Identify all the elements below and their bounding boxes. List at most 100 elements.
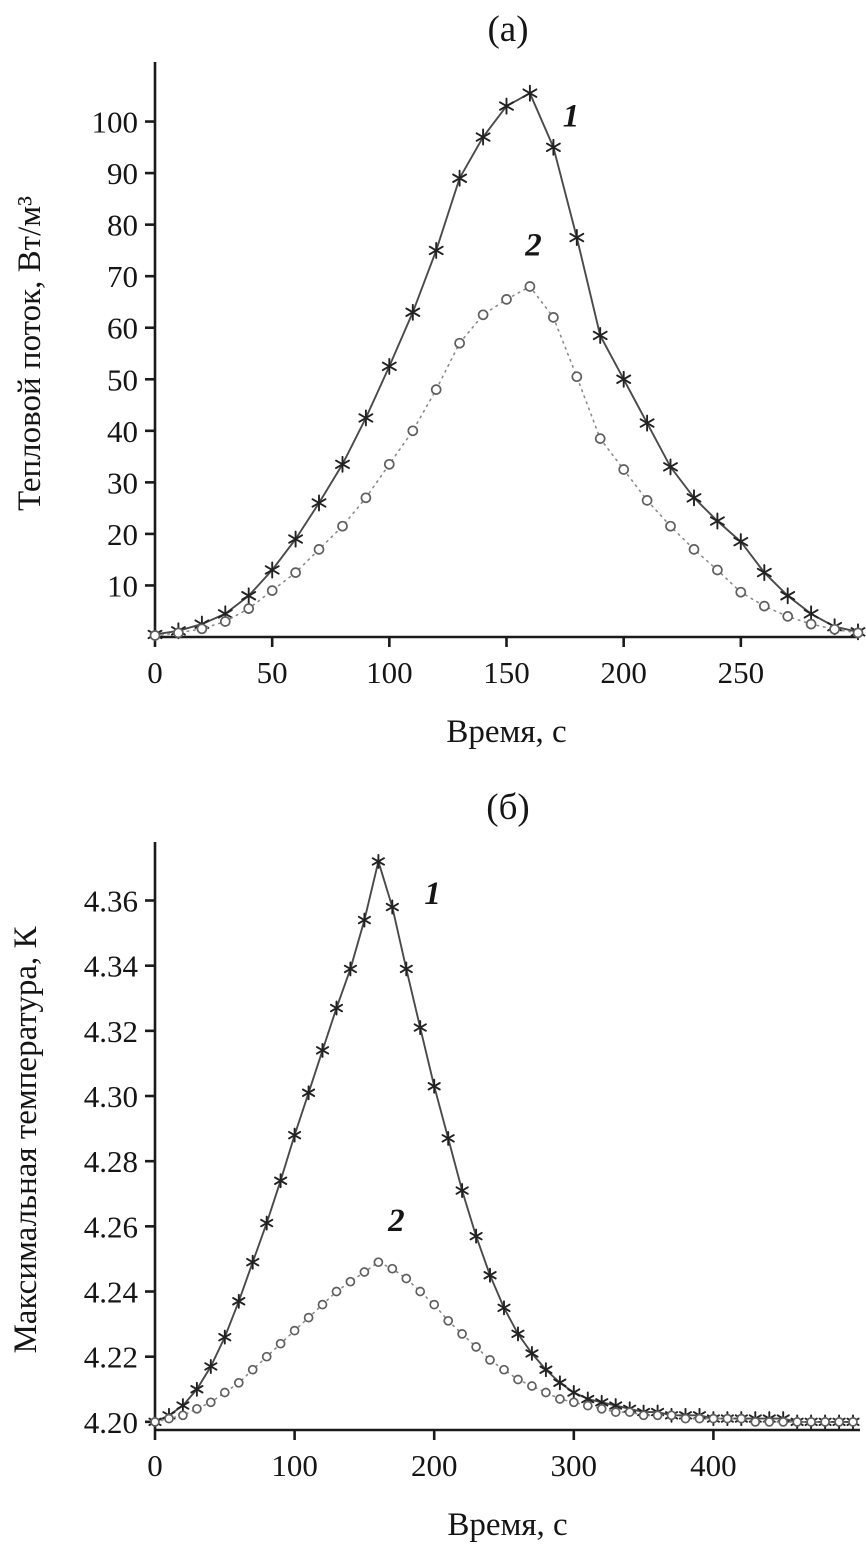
- circle-marker: [594, 433, 606, 444]
- y-tick-label: 100: [92, 105, 139, 140]
- circle-marker: [407, 425, 419, 437]
- y-axis-label: Тепловой поток, Вт/м³: [12, 196, 48, 511]
- circle-marker: [345, 1276, 356, 1287]
- asterisk-marker: [288, 534, 304, 544]
- asterisk-marker: [609, 1401, 623, 1410]
- y-tick-label: 40: [107, 414, 138, 449]
- asterisk-marker: [232, 1297, 246, 1306]
- y-tick-label: 10: [107, 568, 138, 603]
- circle-marker: [205, 1397, 216, 1408]
- chart-a-title: (а): [487, 9, 529, 50]
- circle-marker: [750, 1417, 761, 1427]
- asterisk-marker: [241, 591, 257, 601]
- circle-marker: [618, 464, 630, 475]
- asterisk-marker: [311, 498, 327, 508]
- asterisk-marker: [264, 565, 280, 575]
- circle-marker: [852, 627, 864, 639]
- circle-marker: [360, 492, 372, 504]
- circle-marker: [582, 1400, 593, 1411]
- asterisk-marker: [483, 1271, 497, 1280]
- asterisk-marker: [357, 915, 371, 925]
- circle-marker: [596, 1403, 607, 1414]
- asterisk-marker: [260, 1218, 274, 1228]
- circle-marker: [266, 585, 278, 596]
- circle-marker: [443, 1315, 454, 1326]
- circle-marker: [722, 1413, 733, 1424]
- circle-marker: [454, 337, 465, 349]
- circle-marker: [477, 309, 489, 321]
- circle-marker: [233, 1377, 244, 1388]
- circle-marker: [778, 1417, 789, 1427]
- asterisk-marker: [405, 307, 421, 317]
- asterisk-marker: [569, 232, 585, 243]
- asterisk-marker: [780, 591, 796, 601]
- circle-marker: [415, 1286, 426, 1297]
- circle-marker: [666, 1410, 677, 1421]
- asterisk-marker: [428, 245, 444, 256]
- x-tick-label: 100: [271, 1448, 318, 1483]
- y-tick-label: 20: [107, 517, 138, 552]
- x-tick-label: 400: [690, 1448, 737, 1483]
- x-tick-label: 200: [600, 655, 647, 690]
- asterisk-marker: [553, 1378, 567, 1387]
- circle-marker: [758, 600, 770, 612]
- circle-marker: [548, 312, 559, 323]
- asterisk-marker: [218, 1332, 232, 1342]
- circle-marker: [337, 520, 348, 532]
- asterisk-marker: [246, 1257, 260, 1267]
- x-axis-label: Время, с: [447, 1507, 567, 1543]
- asterisk-marker: [274, 1176, 288, 1185]
- circle-marker: [736, 1413, 747, 1424]
- circle-marker: [219, 1387, 230, 1398]
- asterisk-marker: [803, 609, 819, 619]
- asterisk-marker: [288, 1130, 302, 1140]
- y-tick-label: 70: [107, 259, 138, 294]
- asterisk-marker: [522, 88, 538, 98]
- circle-marker: [688, 544, 700, 555]
- asterisk-marker: [381, 361, 397, 372]
- circle-marker: [638, 1410, 649, 1421]
- circle-marker: [820, 1417, 830, 1427]
- asterisk-marker: [413, 1023, 427, 1032]
- chart-b-title: (б): [486, 787, 530, 828]
- circle-marker: [247, 1364, 258, 1375]
- circle-marker: [373, 1257, 384, 1268]
- circle-marker: [430, 384, 442, 395]
- circle-marker: [555, 1394, 565, 1404]
- circle-marker: [792, 1417, 803, 1427]
- heat-flux-chart: 0 50 100 150 200 250 10 20 30 40 50 60 70 80 90 100 Врем…: [12, 62, 866, 750]
- x-tick-label: 50: [257, 655, 288, 690]
- circle-marker: [735, 586, 747, 598]
- circle-marker: [192, 1403, 202, 1414]
- figure-panel-a: (а) 0 50 100 150 200 250 10 20 30 40 50 60 70 80 90 100…: [0, 8, 866, 764]
- x-tick-label: 150: [483, 655, 530, 690]
- circle-marker: [178, 1410, 188, 1421]
- x-tick-label: 0: [147, 655, 163, 690]
- circle-marker: [571, 371, 583, 383]
- circle-marker: [829, 623, 840, 635]
- circle-marker: [243, 603, 255, 614]
- circle-marker: [541, 1387, 551, 1398]
- figure-panel-b: (б) 0 100 200 300 400 4.20 4.22 4.24 4.26 4.28 4.3…: [0, 786, 866, 1552]
- series-2-line: [154, 1261, 854, 1423]
- circle-marker: [150, 1417, 160, 1427]
- y-axis-label: Максимальная температура, К: [8, 925, 44, 1353]
- x-tick-label: 300: [551, 1448, 598, 1483]
- circle-marker: [359, 1267, 370, 1277]
- y-tick-label: 4.32: [84, 1014, 138, 1049]
- circle-marker: [524, 281, 536, 292]
- series-1-label: 1: [424, 876, 441, 912]
- asterisk-marker: [616, 374, 632, 384]
- asterisk-marker: [497, 1303, 511, 1313]
- y-tick-label: 4.26: [84, 1209, 138, 1244]
- series-2-label: 2: [387, 1203, 405, 1239]
- circle-marker: [401, 1273, 412, 1284]
- x-tick-label: 0: [147, 1448, 163, 1483]
- asterisk-marker: [371, 857, 385, 866]
- asterisk-marker: [358, 413, 374, 423]
- circle-marker: [652, 1410, 663, 1421]
- circle-marker: [764, 1417, 775, 1427]
- circle-marker: [485, 1355, 495, 1365]
- series-1-line: [154, 857, 854, 1423]
- asterisk-marker: [733, 536, 749, 547]
